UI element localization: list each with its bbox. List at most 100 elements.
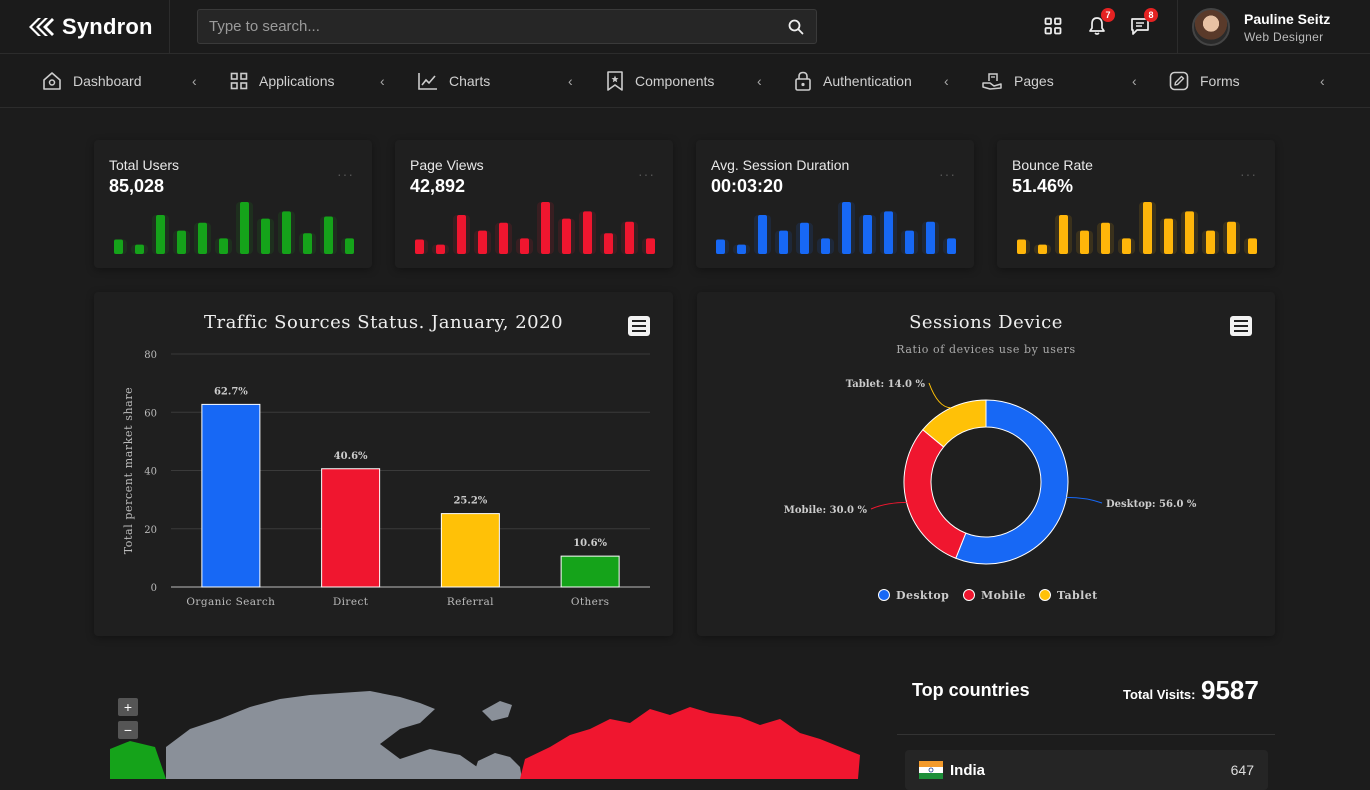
search-bar — [197, 9, 817, 44]
legend-marker[interactable] — [963, 589, 975, 601]
chevron-left-icon[interactable]: ‹ — [1320, 73, 1325, 89]
slice-data-label: Tablet: 14.0 % — [846, 379, 926, 390]
sparkline-bar — [324, 216, 333, 254]
brand-name: Syndron — [62, 14, 153, 39]
nav-item-charts[interactable]: Charts — [418, 54, 490, 108]
top-countries-title: Top countries — [912, 680, 1030, 700]
y-tick-label: 80 — [144, 350, 157, 361]
bar[interactable] — [440, 513, 500, 588]
bar-data-label: 40.6% — [334, 451, 368, 462]
legend-marker[interactable] — [1039, 589, 1051, 601]
slice-data-label: Mobile: 30.0 % — [784, 505, 868, 516]
country-visits: 647 — [1230, 762, 1254, 778]
sparkline-bar — [1017, 239, 1026, 254]
sparkline-chart — [1017, 202, 1257, 254]
traffic-sources-card: Traffic Sources Status. January, 2020 0 2… — [94, 292, 673, 636]
legend-label[interactable]: Tablet — [1057, 589, 1098, 602]
bar[interactable] — [201, 403, 261, 588]
apps-grid-icon[interactable] — [1041, 14, 1065, 38]
nav-item-pages[interactable]: Pages — [981, 54, 1054, 108]
nav-item-applications[interactable]: Applications — [230, 54, 335, 108]
messages-icon[interactable]: 8 — [1128, 8, 1158, 38]
bar-data-label: 10.6% — [573, 538, 607, 549]
stat-card-page-views: Page Views 42,892 ··· — [395, 140, 673, 268]
more-options-icon[interactable]: ··· — [337, 166, 354, 182]
messages-badge: 8 — [1144, 8, 1158, 22]
nav-item-components[interactable]: Components — [606, 54, 714, 108]
more-options-icon[interactable]: ··· — [638, 166, 655, 182]
sparkline-bar — [1206, 230, 1215, 254]
sparkline-bar — [478, 230, 487, 254]
divider — [897, 734, 1275, 735]
sparkline-bar — [1080, 230, 1089, 254]
total-visits-label: Total Visits: — [1123, 687, 1196, 702]
slice-data-label: Desktop: 56.0 % — [1106, 499, 1197, 510]
brand-logo[interactable]: Syndron — [0, 0, 170, 54]
chevron-left-icon[interactable]: ‹ — [192, 73, 197, 89]
map-region-north-america — [166, 691, 485, 779]
sparkline-bar — [457, 215, 466, 254]
chart-menu-icon[interactable] — [628, 316, 650, 336]
stat-value: 85,028 — [109, 176, 165, 196]
user-profile[interactable]: Pauline Seitz Web Designer — [1177, 0, 1370, 54]
y-axis-label: Total percent market share — [122, 387, 135, 555]
sparkline-bar — [345, 238, 354, 254]
map-zoom-out-button[interactable]: − — [118, 721, 138, 739]
bar[interactable] — [560, 555, 620, 588]
more-options-icon[interactable]: ··· — [939, 166, 956, 182]
bar[interactable] — [321, 468, 381, 588]
main-nav: Dashboard ‹ Applications ‹ Charts ‹ Comp… — [0, 54, 1370, 108]
slice-connector — [1066, 496, 1103, 504]
legend-marker[interactable] — [878, 589, 890, 601]
lock-icon — [795, 71, 811, 91]
search-input[interactable] — [198, 18, 776, 35]
donut-slice[interactable] — [922, 399, 987, 448]
chevron-left-icon[interactable]: ‹ — [757, 73, 762, 89]
legend-label[interactable]: Desktop — [896, 589, 949, 602]
chevron-left-icon[interactable]: ‹ — [568, 73, 573, 89]
stat-title: Total Users — [109, 157, 180, 173]
search-icon[interactable] — [776, 19, 816, 35]
grid-icon — [230, 72, 248, 90]
donut-slice[interactable] — [903, 429, 967, 559]
stat-card-session-duration: Avg. Session Duration 00:03:20 ··· — [696, 140, 974, 268]
nav-label: Dashboard — [73, 73, 142, 89]
notifications-bell-icon[interactable]: 7 — [1085, 8, 1115, 38]
legend-label[interactable]: Mobile — [981, 589, 1026, 602]
nav-label: Forms — [1200, 73, 1240, 89]
chevron-left-icon[interactable]: ‹ — [944, 73, 949, 89]
sparkline-bar — [646, 238, 655, 254]
bar-data-label: 62.7% — [214, 386, 248, 397]
chevron-left-icon[interactable]: ‹ — [380, 73, 385, 89]
sparkline-bar — [1185, 211, 1194, 254]
nav-item-dashboard[interactable]: Dashboard — [42, 54, 142, 108]
stat-value: 42,892 — [410, 176, 466, 196]
map-zoom-in-button[interactable]: + — [118, 698, 138, 716]
sparkline-bar — [520, 238, 529, 254]
home-icon — [43, 72, 61, 90]
bar-chart: 0 20 40 60 80 Total percent market share 62.7%… — [122, 350, 650, 608]
user-name: Pauline Seitz — [1244, 10, 1331, 27]
stat-card-total-users: Total Users 85,028 ··· — [94, 140, 372, 268]
chevron-left-icon[interactable]: ‹ — [1132, 73, 1137, 89]
sparkline-bar — [198, 222, 207, 254]
sparkline-bar — [499, 222, 508, 254]
donut-slice[interactable] — [955, 399, 1069, 565]
nav-item-forms[interactable]: Forms — [1169, 54, 1240, 108]
x-tick-label: Referral — [447, 596, 494, 608]
notifications-badge: 7 — [1101, 8, 1115, 22]
nav-item-authentication[interactable]: Authentication — [794, 54, 912, 108]
country-row[interactable]: India 647 — [905, 750, 1268, 790]
y-tick-label: 40 — [144, 467, 157, 478]
chart-menu-icon[interactable] — [1230, 316, 1252, 336]
sparkline-bar — [562, 218, 571, 254]
sparkline-bar — [604, 233, 613, 254]
y-tick-label: 0 — [151, 583, 157, 594]
sparkline-bar — [156, 215, 165, 254]
more-options-icon[interactable]: ··· — [1240, 166, 1257, 182]
sparkline-bar — [947, 238, 956, 254]
nav-label: Applications — [259, 73, 335, 89]
sparkline-bar — [821, 238, 830, 254]
sparkline-bar — [282, 211, 291, 254]
sparkline-bar — [1143, 202, 1152, 254]
